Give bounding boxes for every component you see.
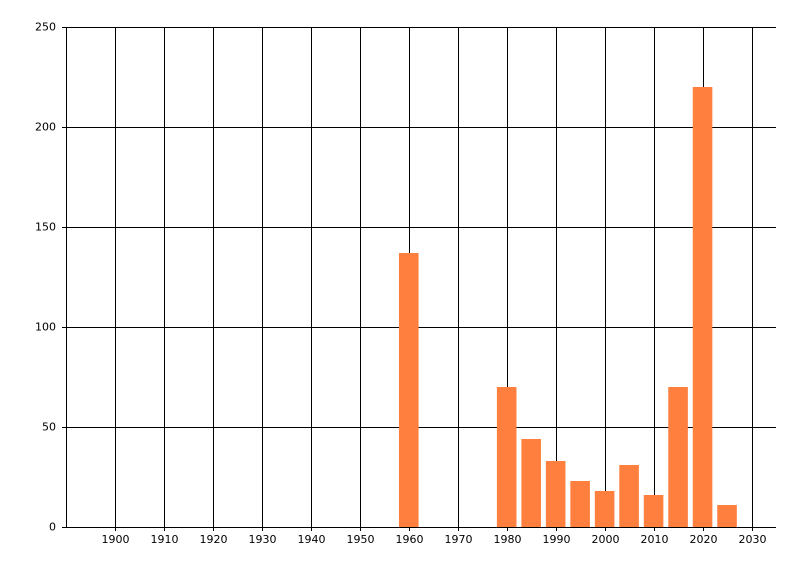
bar	[594, 491, 615, 527]
bar	[398, 253, 419, 527]
y-tick-label: 250	[35, 21, 56, 34]
x-tick-label: 2030	[739, 533, 767, 546]
x-tick-label: 1960	[396, 533, 424, 546]
bar	[717, 505, 737, 527]
bar	[521, 439, 541, 527]
x-tick-label: 1940	[298, 533, 326, 546]
x-tick-label: 2000	[592, 533, 620, 546]
x-tick-label: 2010	[641, 533, 669, 546]
x-tick-label: 2020	[690, 533, 718, 546]
x-tick-label: 1920	[200, 533, 228, 546]
x-tick-label: 1900	[102, 533, 130, 546]
bar	[619, 465, 639, 527]
x-tick-label: 1950	[347, 533, 375, 546]
x-tick-label: 1970	[445, 533, 473, 546]
x-tick-label: 1910	[151, 533, 179, 546]
y-tick-label: 150	[35, 221, 56, 234]
y-tick-label: 100	[35, 321, 56, 334]
y-tick-label: 50	[42, 421, 56, 434]
x-tick-label: 1990	[543, 533, 571, 546]
y-tick-label: 0	[49, 521, 56, 534]
bar	[496, 387, 517, 527]
bar	[643, 495, 664, 527]
x-tick-label: 1930	[249, 533, 277, 546]
bar	[545, 461, 566, 527]
bar	[668, 387, 688, 527]
bar	[692, 87, 713, 527]
x-tick-label: 1980	[494, 533, 522, 546]
bar	[570, 481, 590, 527]
y-tick-label: 200	[35, 121, 56, 134]
